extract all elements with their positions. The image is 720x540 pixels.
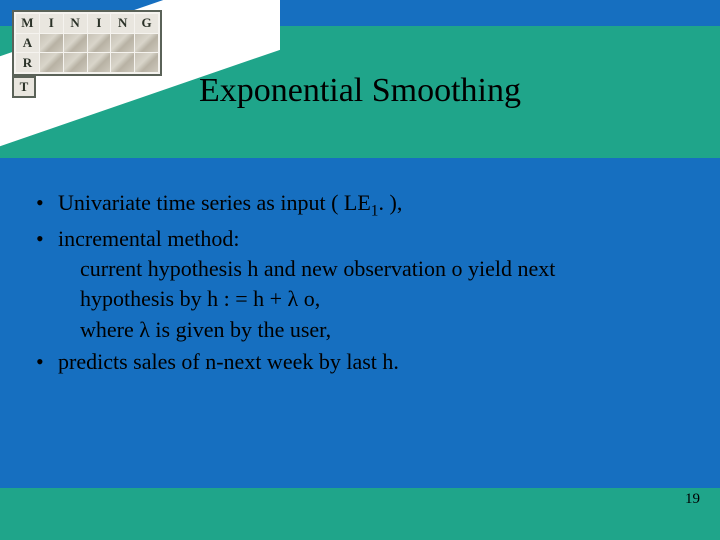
slide-body: Univariate time series as input ( LE1. )…: [36, 188, 696, 379]
bullet-text: Univariate time series as input ( LE: [58, 190, 371, 215]
logo-letter: R: [16, 53, 39, 72]
logo-texture: [88, 53, 111, 72]
logo-letter: N: [111, 14, 134, 33]
lambda: λ: [139, 317, 150, 342]
bullet-text: where λ is given by the user,: [58, 315, 696, 345]
logo-texture: [135, 34, 158, 53]
subscript: 1: [371, 202, 379, 219]
logo-texture: [64, 53, 87, 72]
bg-footer: [0, 488, 720, 540]
logo-texture: [111, 34, 134, 53]
text: o,: [298, 286, 320, 311]
bullet-text: predicts sales of n-next week by last h.: [58, 349, 399, 374]
logo-texture: [88, 34, 111, 53]
logo-texture: [111, 53, 134, 72]
bullet-text: incremental method:: [58, 226, 239, 251]
logo-texture: [64, 34, 87, 53]
text: where: [80, 317, 139, 342]
logo-letter: I: [40, 14, 63, 33]
bullet-text: current hypothesis h and new observation…: [58, 254, 696, 284]
logo-letter: I: [88, 14, 111, 33]
logo-texture: [135, 53, 158, 72]
bullet-item: incremental method: current hypothesis h…: [36, 224, 696, 345]
mining-mart-logo: M I N I N G A R: [12, 10, 162, 76]
logo-texture: [40, 53, 63, 72]
bullet-text: hypothesis by h : = h + λ o,: [58, 284, 696, 314]
logo-letter: G: [135, 14, 158, 33]
lambda: λ: [288, 286, 299, 311]
logo-letter: N: [64, 14, 87, 33]
page-number: 19: [685, 491, 700, 508]
bullet-text: . ),: [379, 190, 403, 215]
text: is given by the user,: [150, 317, 331, 342]
logo-letter: M: [16, 14, 39, 33]
logo-texture: [40, 34, 63, 53]
logo-letter: A: [16, 34, 39, 53]
slide: M I N I N G A R T Exponential Smoothing …: [0, 0, 720, 540]
bullet-item: predicts sales of n-next week by last h.: [36, 347, 696, 377]
bullet-item: Univariate time series as input ( LE1. )…: [36, 188, 696, 222]
slide-title: Exponential Smoothing: [0, 72, 720, 110]
text: hypothesis by h : = h +: [80, 286, 288, 311]
